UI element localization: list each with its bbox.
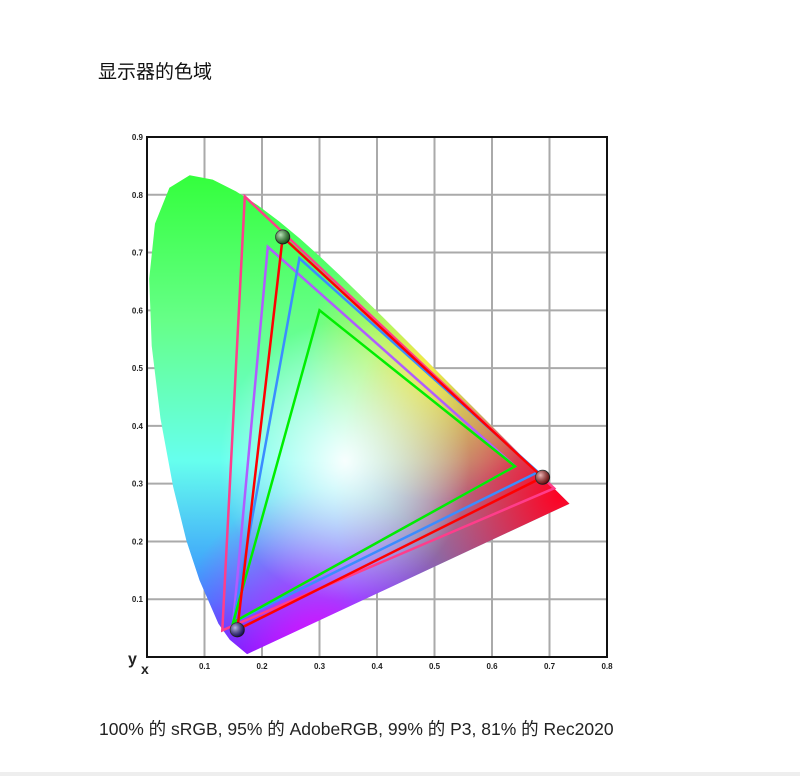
primary-marker-shine (230, 622, 245, 637)
gamut-triangle (231, 308, 518, 625)
y-tick-label: 0.4 (132, 422, 144, 431)
y-tick-label: 0.9 (132, 133, 144, 142)
spectral-locus (149, 175, 570, 655)
x-tick-label: 0.4 (371, 662, 383, 671)
y-tick-label: 0.7 (132, 249, 144, 258)
x-tick-label: 0.3 (314, 662, 326, 671)
gamut-caption: 100% 的 sRGB, 95% 的 AdobeRGB, 99% 的 P3, 8… (99, 719, 614, 739)
page-title: 显示器的色域 (98, 61, 213, 83)
x-tick-label: 0.8 (601, 662, 613, 671)
primary-marker-shine (275, 229, 290, 244)
chromaticity-chart: 0.1 0.2 0.3 0.4 0.5 0.6 0.7 0.8 0.1 0.2 0.3 0.4 0.5 0… (128, 133, 613, 677)
y-tick-label: 0.8 (132, 191, 144, 200)
x-tick-label: 0.2 (256, 662, 268, 671)
x-tick-label: 0.1 (199, 662, 211, 671)
x-axis-label: x (141, 661, 149, 677)
y-tick-label: 0.6 (132, 306, 144, 315)
y-tick-label: 0.5 (132, 364, 144, 373)
y-tick-label: 0.1 (132, 595, 144, 604)
y-tick-label: 0.2 (132, 537, 144, 546)
primary-marker-shine (535, 470, 550, 485)
x-tick-label: 0.5 (429, 662, 441, 671)
x-tick-label: 0.6 (486, 662, 498, 671)
x-tick-label: 0.7 (544, 662, 556, 671)
plot-frame (146, 136, 608, 658)
gamut-triangle (235, 234, 545, 632)
footer-divider (0, 772, 800, 776)
y-axis-label: y (128, 651, 137, 668)
gamut-triangle (220, 193, 557, 633)
y-tick-label: 0.3 (132, 480, 144, 489)
gamut-triangle (231, 255, 541, 625)
